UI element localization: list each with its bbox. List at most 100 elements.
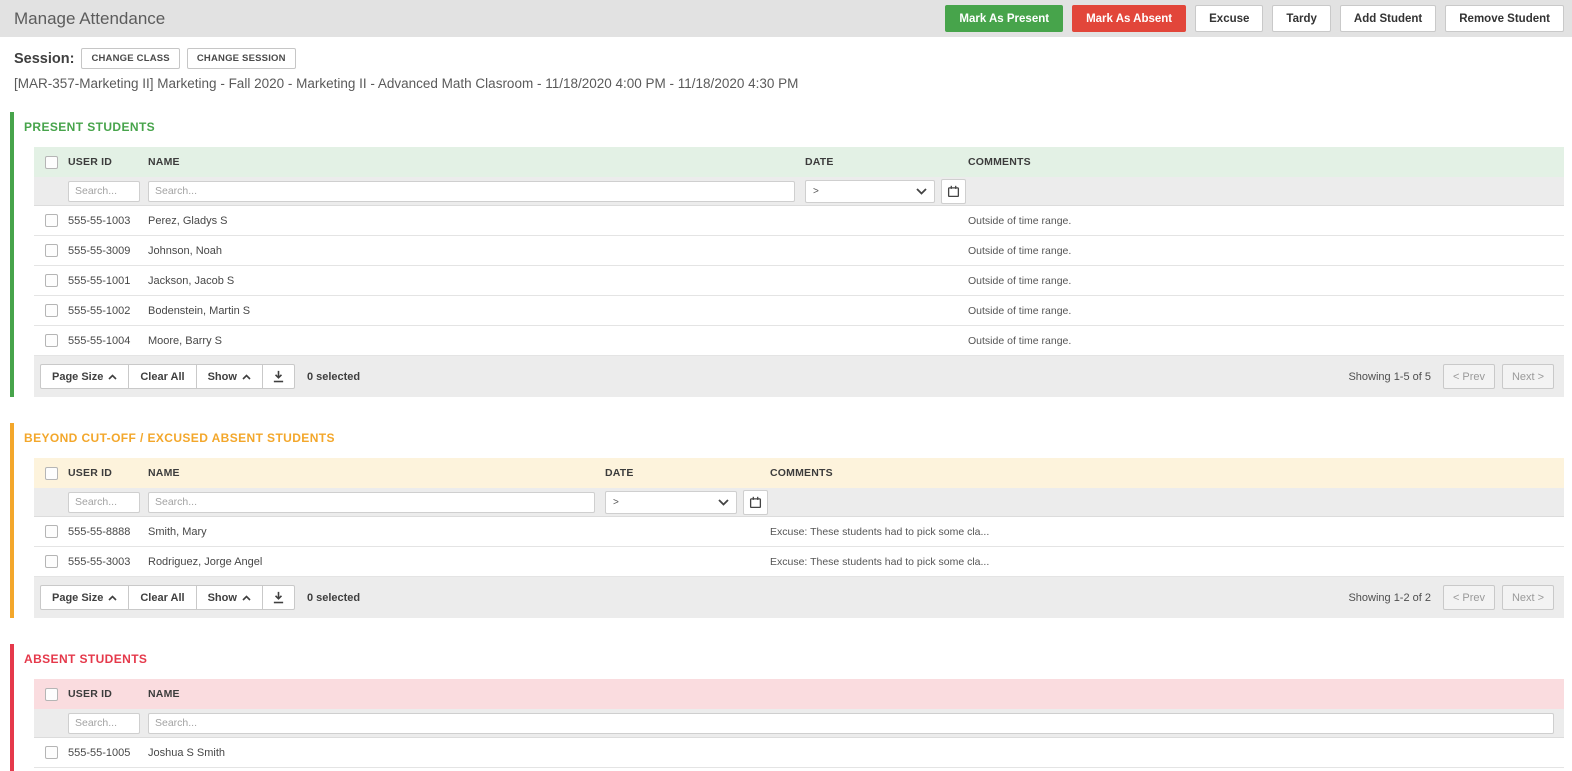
table-row: 555-55-1005 Joshua S Smith — [34, 738, 1564, 768]
chevron-up-icon — [242, 594, 251, 601]
table-rows: 555-55-8888 Smith, Mary Excuse: These st… — [34, 517, 1564, 577]
mark-as-absent-button[interactable]: Mark As Absent — [1072, 5, 1187, 32]
prev-page-button[interactable]: < Prev — [1443, 364, 1495, 389]
table-rows: 555-55-1005 Joshua S Smith 555-55-3000 A… — [34, 738, 1564, 771]
name-search-input[interactable] — [148, 180, 795, 202]
download-icon — [273, 370, 284, 383]
row-checkbox[interactable] — [44, 525, 58, 538]
section-title: ABSENT STUDENTS — [24, 652, 148, 666]
table-footer-controls: Page Size Clear All Show — [40, 364, 295, 389]
column-header-comments: COMMENTS — [968, 156, 1031, 168]
chevron-down-icon — [718, 498, 729, 506]
change-session-button[interactable]: CHANGE SESSION — [186, 48, 296, 69]
show-button[interactable]: Show — [195, 364, 263, 389]
table-row: 555-55-3000 Amelia Smith — [34, 768, 1564, 771]
date-operator-value: > — [613, 496, 619, 508]
cell-user-id: 555-55-1002 — [68, 304, 131, 317]
select-all-checkbox[interactable] — [44, 687, 58, 701]
date-operator-select[interactable]: > — [605, 490, 737, 514]
cell-name: Rodriguez, Jorge Angel — [148, 555, 263, 568]
cell-user-id: 555-55-1003 — [68, 214, 131, 227]
column-header-date: DATE — [805, 156, 834, 168]
students-table: USER ID NAME 555-55-1005 Joshua S — [34, 679, 1564, 771]
table-row: 555-55-8888 Smith, Mary Excuse: These st… — [34, 517, 1564, 547]
cell-comments: Outside of time range. — [968, 274, 1072, 287]
table-filter-row: > — [34, 488, 1564, 517]
cell-name: Jackson, Jacob S — [148, 274, 235, 287]
remove-student-button[interactable]: Remove Student — [1445, 5, 1564, 32]
students-table: USER ID NAME DATE COMMENTS > — [34, 147, 1564, 397]
column-header-user-id: USER ID — [68, 467, 112, 479]
select-all-checkbox[interactable] — [44, 466, 58, 480]
clear-all-button[interactable]: Clear All — [128, 364, 197, 389]
table-filter-row — [34, 709, 1564, 738]
user-id-search-input[interactable] — [68, 491, 140, 513]
prev-page-button[interactable]: < Prev — [1443, 585, 1495, 610]
date-operator-value: > — [813, 185, 819, 197]
cell-comments: Excuse: These students had to pick some … — [770, 525, 990, 538]
table-row: 555-55-3009 Johnson, Noah Outside of tim… — [34, 236, 1564, 266]
cell-name: Moore, Barry S — [148, 334, 222, 347]
section-title: BEYOND CUT-OFF / EXCUSED ABSENT STUDENTS — [24, 431, 335, 445]
mark-as-present-button[interactable]: Mark As Present — [945, 5, 1064, 32]
row-checkbox[interactable] — [44, 214, 58, 227]
add-student-button[interactable]: Add Student — [1339, 5, 1437, 32]
date-picker-button[interactable] — [743, 489, 768, 515]
date-operator-select[interactable]: > — [805, 179, 935, 203]
table-header-row: USER ID NAME DATE COMMENTS — [34, 147, 1564, 177]
row-checkbox[interactable] — [44, 274, 58, 287]
chevron-up-icon — [242, 373, 251, 380]
user-id-search-input[interactable] — [68, 180, 140, 202]
select-all-checkbox[interactable] — [44, 155, 58, 169]
page-size-button[interactable]: Page Size — [40, 364, 130, 389]
section-absent: ABSENT STUDENTS USER ID NAME — [10, 644, 1564, 771]
cell-user-id: 555-55-1004 — [68, 334, 131, 347]
change-class-button[interactable]: CHANGE CLASS — [81, 48, 180, 69]
next-page-button[interactable]: Next > — [1502, 585, 1554, 610]
chevron-up-icon — [108, 373, 117, 380]
tardy-button[interactable]: Tardy — [1272, 5, 1331, 32]
clear-all-button[interactable]: Clear All — [128, 585, 197, 610]
session-label: Session: — [14, 50, 75, 67]
row-checkbox[interactable] — [44, 244, 58, 257]
name-search-input[interactable] — [148, 712, 1554, 734]
section-present: PRESENT STUDENTS USER ID NAME DATE COMME… — [10, 112, 1564, 397]
next-page-button[interactable]: Next > — [1502, 364, 1554, 389]
row-checkbox[interactable] — [44, 334, 58, 347]
section-title: PRESENT STUDENTS — [24, 120, 156, 134]
column-header-user-id: USER ID — [68, 156, 112, 168]
cell-comments: Excuse: These students had to pick some … — [770, 555, 990, 568]
download-button[interactable] — [261, 364, 295, 389]
cell-name: Joshua S Smith — [148, 746, 226, 759]
showing-text: Showing 1-2 of 2 — [1348, 591, 1431, 604]
table-filter-row: > — [34, 177, 1564, 206]
chevron-up-icon — [108, 594, 117, 601]
sections-container: PRESENT STUDENTS USER ID NAME DATE COMME… — [0, 112, 1572, 771]
selected-count: 0 selected — [306, 370, 361, 383]
table-header-row: USER ID NAME DATE COMMENTS — [34, 458, 1564, 488]
session-description: [MAR-357-Marketing II] Marketing - Fall … — [14, 76, 799, 91]
cell-user-id: 555-55-1001 — [68, 274, 131, 287]
row-checkbox[interactable] — [44, 555, 58, 568]
show-button[interactable]: Show — [195, 585, 263, 610]
download-button[interactable] — [261, 585, 295, 610]
date-picker-button[interactable] — [941, 178, 966, 204]
name-search-input[interactable] — [148, 491, 595, 513]
cell-name: Perez, Gladys S — [148, 214, 228, 227]
row-checkbox[interactable] — [44, 746, 58, 759]
cell-user-id: 555-55-8888 — [68, 525, 131, 538]
table-row: 555-55-1004 Moore, Barry S Outside of ti… — [34, 326, 1564, 356]
cell-name: Johnson, Noah — [148, 244, 222, 257]
top-header-bar: Manage Attendance Mark As Present Mark A… — [0, 0, 1572, 37]
table-row: 555-55-3003 Rodriguez, Jorge Angel Excus… — [34, 547, 1564, 577]
download-icon — [273, 591, 284, 604]
table-footer: Page Size Clear All Show 0 selected — [34, 356, 1564, 397]
excuse-button[interactable]: Excuse — [1195, 5, 1264, 32]
cell-comments: Outside of time range. — [968, 304, 1072, 317]
page-size-button[interactable]: Page Size — [40, 585, 130, 610]
chevron-down-icon — [916, 187, 927, 195]
user-id-search-input[interactable] — [68, 712, 140, 734]
row-checkbox[interactable] — [44, 304, 58, 317]
selected-count: 0 selected — [306, 591, 361, 604]
cell-name: Bodenstein, Martin S — [148, 304, 251, 317]
